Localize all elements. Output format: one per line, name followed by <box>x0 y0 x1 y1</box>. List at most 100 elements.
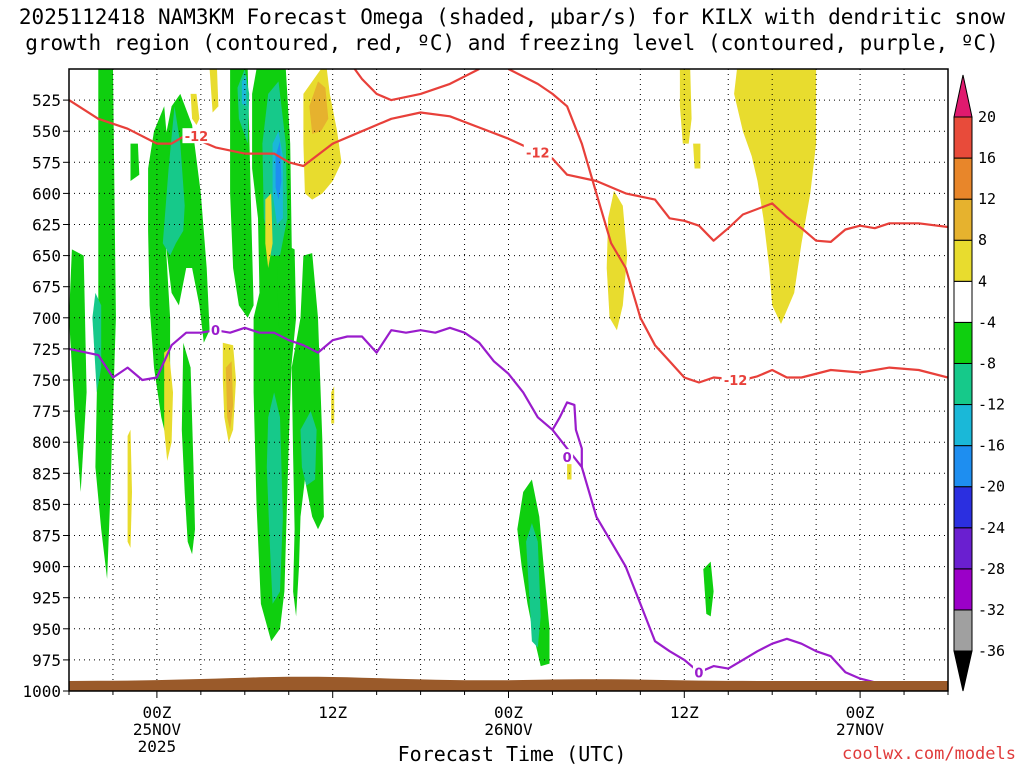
x-tick-label: 25NOV <box>133 720 182 739</box>
grid-layer <box>69 69 948 691</box>
credit-text: coolwx.com/models <box>842 744 1016 764</box>
dendritic-contour-label: -12 <box>185 130 209 145</box>
y-tick-label: 550 <box>32 122 61 141</box>
y-tick-label: 925 <box>32 589 61 608</box>
omega-region <box>127 429 132 548</box>
colorbar-tick-label: -24 <box>978 519 1005 537</box>
omega-region <box>277 245 297 393</box>
omega-region <box>241 75 247 107</box>
omega-region <box>309 81 329 134</box>
y-tick-label: 1000 <box>22 682 61 701</box>
omega-region <box>526 523 541 648</box>
colorbar-tick-label: 12 <box>978 190 996 208</box>
colorbar-tick-label: 20 <box>978 108 996 126</box>
dendritic-contour-line <box>508 69 948 384</box>
colorbar-tick-label: 8 <box>978 231 987 249</box>
omega-region <box>181 342 195 555</box>
title-line-2: growth region (contoured, red, ºC) and f… <box>25 31 999 55</box>
y-tick-label: 700 <box>32 309 61 328</box>
x-tick-label: 00Z <box>142 703 171 722</box>
omega-region <box>209 69 219 113</box>
terrain-layer <box>69 676 948 691</box>
omega-region <box>265 193 273 268</box>
colorbar-tick-label: -16 <box>978 437 1005 455</box>
y-tick-label: 650 <box>32 247 61 266</box>
y-tick-label: 975 <box>32 651 61 670</box>
omega-region <box>190 93 200 125</box>
omega-region <box>703 561 714 617</box>
y-tick-label: 775 <box>32 402 61 421</box>
omega-region <box>164 348 173 461</box>
y-tick-label: 825 <box>32 464 61 483</box>
freezing-level-contour-label: 0 <box>694 666 703 681</box>
freezing-level-contour-label-bg <box>561 449 574 465</box>
colorbar-segment <box>953 321 973 364</box>
y-tick-label: 875 <box>32 527 61 546</box>
colorbar: -36 -32 -28 -24 -20 -16 -12 -8 -4 4 8 12 16 20 <box>953 74 1005 692</box>
omega-region <box>69 249 87 492</box>
y-tick-label: 600 <box>32 184 61 203</box>
freezing-level-contour-label: 0 <box>211 324 220 339</box>
colorbar-segment <box>953 157 973 200</box>
colorbar-segment <box>953 116 973 159</box>
dendritic-contour-line <box>353 69 480 102</box>
colorbar-segment <box>953 239 973 282</box>
y-axis: 525 550 575 600 625 650 675 700 725 750 775 800 825 8… <box>22 91 69 701</box>
x-tick-label: 27NOV <box>836 720 885 739</box>
title-line-1: 2025112418 NAM3KM Forecast Omega (shaded… <box>18 5 1006 29</box>
x-tick-label: 12Z <box>318 703 347 722</box>
x-tick-label: 12Z <box>670 703 699 722</box>
colorbar-segment <box>953 568 973 611</box>
colorbar-tick-label: -20 <box>978 478 1005 496</box>
dendritic-contour-line <box>69 99 948 243</box>
contour-layer: -12 -12 -12 0 0 0 <box>69 69 948 684</box>
omega-region <box>300 411 317 486</box>
x-tick-label: 00Z <box>494 703 523 722</box>
plot-area: -12 -12 -12 0 0 0 <box>69 69 948 691</box>
y-tick-label: 950 <box>32 620 61 639</box>
y-tick-label: 750 <box>32 371 61 390</box>
colorbar-segment <box>953 486 973 529</box>
colorbar-tick-label: -8 <box>978 354 996 372</box>
y-tick-label: 575 <box>32 153 61 172</box>
omega-region <box>693 143 701 169</box>
colorbar-segment <box>953 362 973 406</box>
colorbar-segment <box>953 280 973 323</box>
colorbar-tick-label: -4 <box>978 313 996 331</box>
omega-region <box>266 392 283 604</box>
colorbar-tick-label: -28 <box>978 560 1005 578</box>
freezing-level-contour-label-bg <box>209 322 222 338</box>
terrain-fill <box>69 676 948 691</box>
y-tick-label: 675 <box>32 278 61 297</box>
colorbar-segment <box>953 609 973 652</box>
colorbar-segment <box>953 404 973 447</box>
colorbar-tick-label: 16 <box>978 149 996 167</box>
colorbar-segment <box>953 527 973 570</box>
colorbar-tick-label: -12 <box>978 396 1005 414</box>
colorbar-over-arrow <box>953 74 973 118</box>
colorbar-tick-label: -32 <box>978 601 1005 619</box>
y-tick-label: 525 <box>32 91 61 110</box>
dendritic-contour-label-bg <box>523 144 552 160</box>
dendritic-contour-label: -12 <box>526 146 550 161</box>
colorbar-under-arrow <box>953 650 973 692</box>
y-tick-label: 625 <box>32 216 61 235</box>
freezing-level-contour-label: 0 <box>563 451 572 466</box>
freezing-level-contour-label-bg <box>692 664 705 680</box>
omega-shading-layer <box>69 69 817 667</box>
y-tick-label: 725 <box>32 340 61 359</box>
y-tick-label: 900 <box>32 558 61 577</box>
colorbar-segment <box>953 198 973 241</box>
dendritic-contour-label: -12 <box>724 374 748 389</box>
omega-region <box>734 69 817 324</box>
colorbar-tick-label: -36 <box>978 642 1005 660</box>
omega-region <box>95 69 116 579</box>
freezing-level-contour-line <box>551 401 583 468</box>
x-axis-label: Forecast Time (UTC) <box>397 742 627 766</box>
x-tick-label: 00Z <box>846 703 875 722</box>
y-tick-label: 850 <box>32 495 61 514</box>
y-tick-label: 800 <box>32 433 61 452</box>
omega-region <box>679 69 692 144</box>
dendritic-contour-label-bg <box>182 128 211 144</box>
